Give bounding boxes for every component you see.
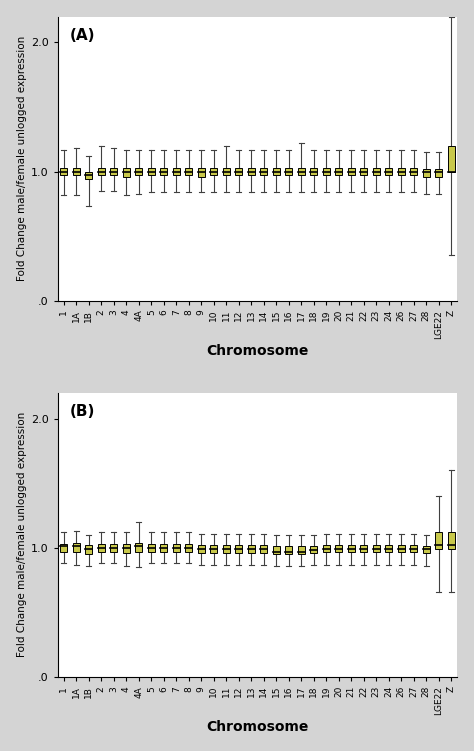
FancyBboxPatch shape [185,167,192,176]
FancyBboxPatch shape [85,545,92,554]
FancyBboxPatch shape [248,167,255,176]
FancyBboxPatch shape [98,167,105,176]
Text: (A): (A) [70,28,95,43]
FancyBboxPatch shape [360,167,367,176]
X-axis label: Chromosome: Chromosome [206,720,309,734]
FancyBboxPatch shape [110,544,117,552]
X-axis label: Chromosome: Chromosome [206,344,309,358]
FancyBboxPatch shape [235,167,242,176]
Y-axis label: Fold Change male/female unlogged expression: Fold Change male/female unlogged express… [17,36,27,282]
FancyBboxPatch shape [385,167,392,176]
FancyBboxPatch shape [185,544,192,552]
FancyBboxPatch shape [136,543,142,552]
FancyBboxPatch shape [323,545,329,552]
FancyBboxPatch shape [298,167,305,176]
FancyBboxPatch shape [85,171,92,179]
FancyBboxPatch shape [60,544,67,552]
FancyBboxPatch shape [410,545,417,552]
FancyBboxPatch shape [210,167,217,176]
FancyBboxPatch shape [335,167,342,176]
FancyBboxPatch shape [173,544,180,552]
FancyBboxPatch shape [447,146,455,171]
FancyBboxPatch shape [323,167,329,176]
FancyBboxPatch shape [136,167,142,176]
FancyBboxPatch shape [98,544,105,552]
FancyBboxPatch shape [310,547,317,553]
FancyBboxPatch shape [173,167,180,176]
FancyBboxPatch shape [423,547,429,553]
FancyBboxPatch shape [335,545,342,552]
FancyBboxPatch shape [210,545,217,553]
FancyBboxPatch shape [348,545,355,552]
FancyBboxPatch shape [73,543,80,552]
FancyBboxPatch shape [235,545,242,553]
FancyBboxPatch shape [123,544,130,553]
FancyBboxPatch shape [410,167,417,176]
Y-axis label: Fold Change male/female unlogged expression: Fold Change male/female unlogged express… [17,412,27,657]
FancyBboxPatch shape [298,547,305,554]
FancyBboxPatch shape [273,167,280,176]
FancyBboxPatch shape [435,532,442,549]
FancyBboxPatch shape [123,167,130,176]
FancyBboxPatch shape [198,545,205,553]
FancyBboxPatch shape [248,545,255,553]
FancyBboxPatch shape [348,167,355,176]
FancyBboxPatch shape [310,167,317,176]
FancyBboxPatch shape [198,167,205,176]
FancyBboxPatch shape [148,544,155,552]
FancyBboxPatch shape [160,544,167,552]
FancyBboxPatch shape [148,167,155,176]
FancyBboxPatch shape [447,532,455,549]
FancyBboxPatch shape [398,167,404,176]
FancyBboxPatch shape [260,167,267,176]
FancyBboxPatch shape [398,545,404,552]
FancyBboxPatch shape [285,167,292,176]
FancyBboxPatch shape [273,547,280,554]
FancyBboxPatch shape [373,167,380,176]
FancyBboxPatch shape [60,167,67,176]
FancyBboxPatch shape [223,545,230,553]
FancyBboxPatch shape [373,545,380,552]
FancyBboxPatch shape [260,545,267,553]
FancyBboxPatch shape [223,167,230,176]
FancyBboxPatch shape [423,169,429,176]
FancyBboxPatch shape [160,167,167,176]
FancyBboxPatch shape [360,545,367,552]
Text: (B): (B) [70,404,95,419]
FancyBboxPatch shape [435,169,442,176]
FancyBboxPatch shape [110,167,117,176]
FancyBboxPatch shape [73,167,80,176]
FancyBboxPatch shape [385,545,392,552]
FancyBboxPatch shape [285,547,292,554]
